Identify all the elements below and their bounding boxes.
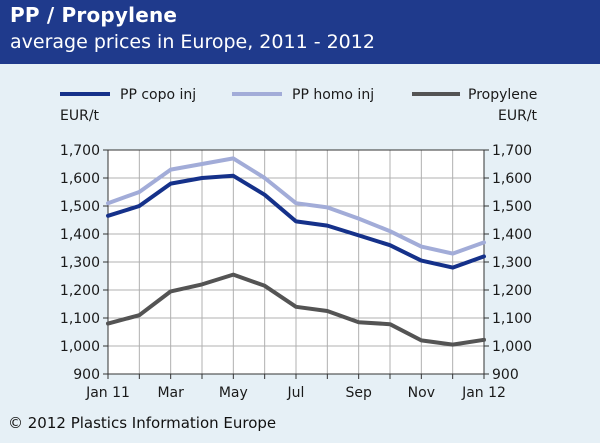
x-tick-label: May (219, 385, 248, 401)
line-chart: 900 900 1,000 1,000 1,100 1,100 1,200 1,200 1,30… (60, 87, 538, 401)
chart-subtitle: average prices in Europe, 2011 - 2012 (10, 31, 375, 53)
y-axis-label-right: EUR/t (498, 108, 538, 124)
series-line-2 (106, 156, 486, 256)
x-tick-label: Jul (287, 385, 305, 401)
legend-label-3: Propylene (468, 87, 537, 103)
y-tick-label-left: 1,700 (60, 143, 100, 159)
y-tick-label-right: 1,200 (492, 283, 532, 299)
y-tick-label-left: 1,400 (60, 227, 100, 243)
y-tick-label-left: 1,100 (60, 311, 100, 327)
y-tick-label-left: 1,000 (60, 339, 100, 355)
y-tick-label-right: 1,600 (492, 171, 532, 187)
y-tick-label-right: 1,500 (492, 199, 532, 215)
y-tick-label-right: 1,400 (492, 227, 532, 243)
plot-frame (107, 149, 485, 375)
y-axis-label-left: EUR/t (60, 108, 100, 124)
series-line-3 (106, 272, 486, 347)
legend-label-2: PP homo inj (292, 87, 374, 103)
x-tick-label: Jan 11 (85, 385, 130, 401)
y-tick-label-right: 1,700 (492, 143, 532, 159)
chart-header: PP / Propylene average prices in Europe,… (0, 0, 600, 64)
y-tick-label-right: 1,300 (492, 255, 532, 271)
x-tick-label: Jan 12 (461, 385, 506, 401)
y-tick-label-right: 1,000 (492, 339, 532, 355)
copyright-notice: © 2012 Plastics Information Europe (8, 414, 277, 432)
y-tick-label-right: 1,100 (492, 311, 532, 327)
x-tick-label: Nov (408, 385, 435, 401)
y-tick-label-left: 1,200 (60, 283, 100, 299)
legend-label-1: PP copo inj (120, 87, 196, 103)
y-tick-label-left: 900 (73, 367, 100, 383)
y-tick-label-left: 1,300 (60, 255, 100, 271)
y-tick-label-left: 1,500 (60, 199, 100, 215)
y-tick-label-left: 1,600 (60, 171, 100, 187)
chart-title: PP / Propylene (10, 3, 178, 27)
series-line-1 (106, 173, 486, 270)
y-tick-label-right: 900 (492, 367, 519, 383)
x-tick-label: Sep (345, 385, 372, 401)
x-tick-label: Mar (157, 385, 184, 401)
